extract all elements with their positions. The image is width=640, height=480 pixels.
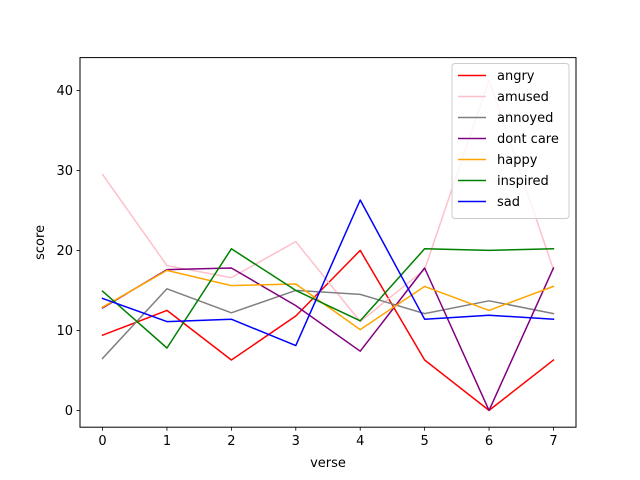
- x-tick-label: 5: [420, 434, 428, 449]
- x-axis-label: verse: [310, 456, 346, 471]
- legend-label: annoyed: [497, 111, 553, 126]
- legend-label: inspired: [497, 174, 549, 189]
- x-tick-label: 1: [163, 434, 171, 449]
- x-tick-label: 6: [485, 434, 493, 449]
- y-axis-ticks: 0 10 20 30 40: [56, 84, 80, 419]
- series-line-annoyed: [101, 288, 555, 360]
- legend-label: amused: [497, 90, 549, 105]
- y-tick-label: 30: [56, 164, 73, 179]
- x-tick-label: 2: [227, 434, 235, 449]
- legend-label: dont care: [497, 132, 559, 147]
- x-tick-label: 4: [356, 434, 364, 449]
- x-tick-label: 3: [292, 434, 300, 449]
- series-line-happy: [101, 269, 555, 331]
- legend-label: happy: [497, 153, 538, 168]
- legend-label: sad: [497, 195, 520, 210]
- legend-label: angry: [497, 69, 535, 84]
- y-tick-label: 10: [56, 324, 73, 339]
- series-line-inspired: [101, 248, 555, 349]
- x-axis-ticks: 0 1 2 3 4 5 6 7: [98, 427, 558, 449]
- series-line-sad: [101, 199, 555, 347]
- series-line-dont-care: [101, 267, 555, 412]
- legend: angry amused annoyed dont care happy inspired…: [451, 63, 570, 219]
- x-tick-label: 7: [549, 434, 557, 449]
- series-line-angry: [101, 249, 555, 412]
- y-axis-label: score: [33, 225, 48, 260]
- y-tick-label: 0: [65, 404, 73, 419]
- x-tick-label: 0: [98, 434, 106, 449]
- y-tick-label: 20: [56, 244, 73, 259]
- plot-frame: [79, 57, 577, 428]
- series-layer: [101, 79, 555, 412]
- y-tick-label: 40: [56, 84, 73, 99]
